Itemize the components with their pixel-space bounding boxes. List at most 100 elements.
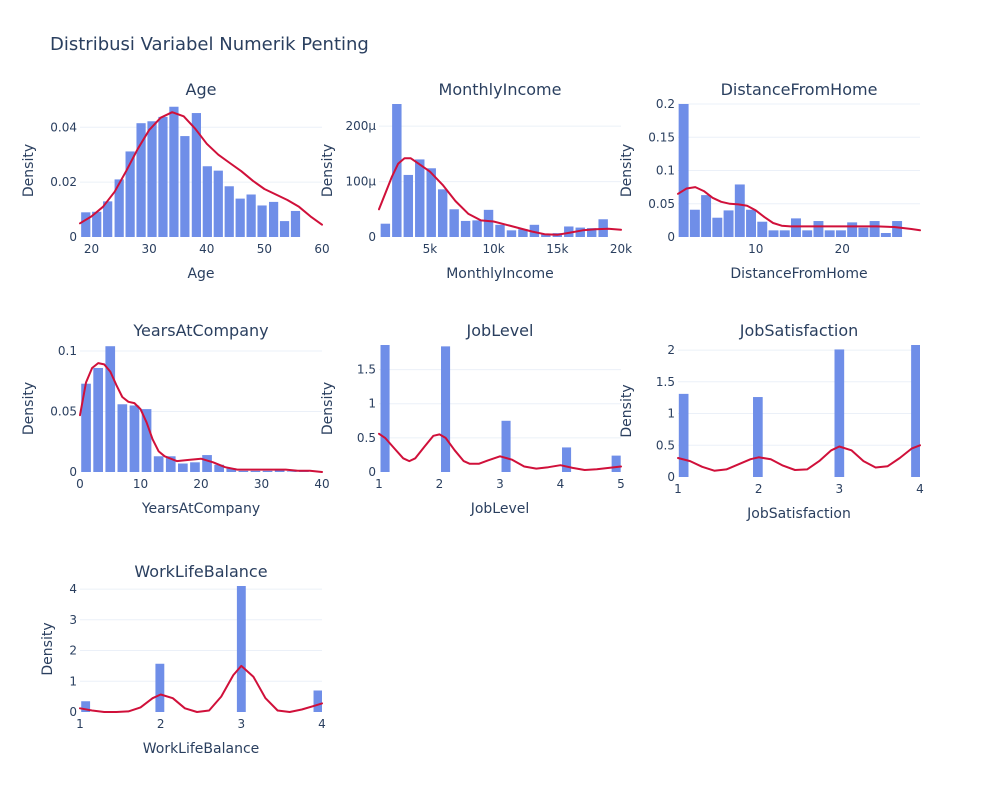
y-tick-label: 0.5 [656,438,675,452]
y-axis-title: Density [320,144,336,197]
histogram-bar [105,346,116,472]
subplot-title: JobLevel [466,321,534,340]
histogram-bar [472,220,482,237]
histogram-bar [802,230,813,237]
histogram-bar [746,209,757,237]
histogram-bar [81,701,91,712]
x-axis-title: MonthlyIncome [446,266,554,282]
x-tick-label: 10k [483,242,505,256]
histogram-bar [824,230,835,237]
y-axis-title: Density [320,382,336,435]
x-tick-label: 3 [496,477,504,491]
x-tick-label: 30 [254,477,269,491]
histogram-bar [103,201,113,237]
x-tick-label: 4 [557,477,565,491]
y-axis-title: Density [21,382,37,435]
y-tick-label: 100µ [345,175,376,189]
histogram-bar [541,233,551,237]
histogram-bar [575,227,585,237]
histogram-bar [858,227,869,237]
y-tick-label: 0.15 [648,130,675,144]
x-tick-label: 4 [318,717,326,731]
x-axis-title: DistanceFromHome [730,266,867,282]
y-tick-label: 0 [667,470,675,484]
histogram-bar [169,106,179,237]
y-tick-label: 3 [69,613,77,627]
histogram-bar [449,209,459,237]
kde-line [79,664,323,713]
histogram-bar [415,159,425,237]
x-tick-label: 2 [436,477,444,491]
histogram-bar [678,393,689,477]
kde-line [378,157,622,236]
x-tick-label: 60 [314,242,329,256]
histogram-bar [611,455,621,472]
y-tick-label: 0 [368,465,376,479]
x-tick-label: 3 [238,717,246,731]
x-tick-label: 20 [84,242,99,256]
histogram-bar [768,230,779,237]
histogram-bar [911,345,920,477]
histogram-bar [506,230,517,237]
histogram-bar [518,229,528,237]
x-axis-title: WorkLifeBalance [143,741,260,757]
subplot-age: Age 0 0.02 0.04 20 30 40 50 60 Age Density [21,80,330,282]
x-tick-label: 40 [199,242,214,256]
histogram-bar [403,174,414,237]
histogram-bar [723,210,734,237]
histogram-bar [117,404,128,472]
histogram-bar [701,195,712,237]
histogram-bar [791,218,801,237]
histogram-bar [880,233,891,237]
histogram-bar [178,463,188,472]
x-tick-label: 20 [835,242,850,256]
histogram-bar [869,221,880,237]
x-tick-label: 5 [617,477,625,491]
x-tick-label: 20 [193,477,208,491]
y-tick-label: 0.2 [656,97,675,111]
histogram-bar [313,690,322,712]
histogram-bar [257,205,267,237]
histogram-bar [165,456,176,472]
histogram-bar [262,470,273,472]
x-tick-label: 10 [748,242,763,256]
histogram-bar [202,455,212,472]
histogram-bar [483,209,494,237]
histogram-bar [753,397,763,477]
y-axis-title: Density [619,384,635,437]
histogram-bar [246,194,256,237]
x-axis-title: Age [187,266,214,282]
histogram-bar [92,211,102,237]
histogram-bar [689,209,700,237]
x-tick-label: 2 [157,717,165,731]
x-tick-label: 20k [610,242,632,256]
histogram-bar [847,222,858,237]
x-axis-title: YearsAtCompany [141,501,260,517]
histogram-bar [141,409,152,472]
y-axis-title: Density [21,144,37,197]
subplot-title: Age [186,80,217,99]
histogram-bar [129,405,140,472]
histogram-bar [190,462,200,472]
histogram-bar [426,168,436,237]
histogram-bar [380,345,390,472]
histogram-bar [437,189,448,237]
subplot-monthlyincome: MonthlyIncome 0 100µ 200µ 5k 10k 15k 20k Monthly… [320,80,632,282]
histogram-bar [250,470,261,472]
y-tick-label: 0.05 [648,197,675,211]
x-tick-label: 1 [674,482,682,496]
histogram-bar [114,179,124,237]
histogram-bar [268,201,279,237]
subplot-title: JobSatisfaction [739,321,859,340]
y-tick-label: 1 [368,397,376,411]
x-tick-label: 15k [546,242,568,256]
subplot-jobsatisfaction: JobSatisfaction 0 0.5 1 1.5 2 1 2 3 4 JobSatisfact… [619,321,924,522]
histogram-bar [290,210,301,237]
histogram-bar [562,447,572,472]
x-tick-label: 3 [836,482,844,496]
subplot-joblevel: JobLevel 0 0.5 1 1.5 1 2 3 4 5 JobLevel Density [320,321,625,517]
histogram-bar [213,170,223,237]
histogram-bar [441,346,451,472]
histogram-bar [136,123,146,237]
x-tick-label: 50 [257,242,272,256]
